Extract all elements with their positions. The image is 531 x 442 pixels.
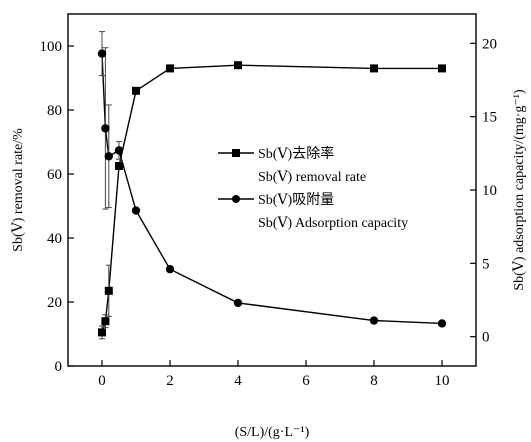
- data-point-adsorption-capacity: [131, 206, 141, 215]
- y-left-tick-label: 60: [47, 167, 62, 183]
- data-point-removal-rate: [104, 286, 113, 295]
- data-point-removal-rate: [98, 328, 106, 337]
- series-layer: [97, 31, 447, 340]
- y-axis-label-right: Sb(Ⅴ) adsorption capacity/(mg·g⁻¹): [512, 89, 527, 291]
- y-left-tick-label: 80: [47, 103, 62, 119]
- x-tick-label: 8: [370, 373, 378, 389]
- x-axis-label: (S/L)/(g·L⁻¹): [235, 425, 310, 440]
- legend-label-removal-cn: Sb(Ⅴ)去除率: [258, 145, 334, 162]
- legend-label-capacity-en: Sb(Ⅴ) Adsorption capacity: [258, 216, 408, 231]
- y-right-tick-label: 10: [482, 183, 497, 199]
- x-tick-label: 4: [234, 373, 242, 389]
- x-tick-label: 0: [98, 373, 106, 389]
- x-tick-label: 10: [435, 373, 450, 389]
- data-point-removal-rate: [101, 317, 110, 326]
- data-point-adsorption-capacity: [101, 124, 110, 133]
- x-tick-label: 2: [166, 373, 174, 389]
- plot-frame: [67, 13, 477, 367]
- y-right-tick-label: 0: [482, 330, 490, 346]
- y-right-tick-label: 20: [482, 36, 497, 52]
- data-point-removal-rate: [234, 61, 242, 70]
- data-point-adsorption-capacity: [104, 152, 114, 161]
- legend-label-removal-en: Sb(Ⅴ) removal rate: [258, 170, 366, 185]
- data-point-removal-rate: [132, 86, 140, 95]
- y-right-tick-label: 15: [482, 110, 497, 126]
- data-point-removal-rate: [438, 64, 446, 73]
- data-point-adsorption-capacity: [114, 146, 124, 155]
- y-axis-label-left: Sb(Ⅴ) removal rate/%: [11, 128, 26, 252]
- y-left-tick-label: 20: [47, 295, 62, 311]
- legend-circle-marker: [232, 195, 240, 203]
- data-point-adsorption-capacity: [165, 265, 175, 274]
- y-left-tick-label: 40: [47, 231, 62, 247]
- data-point-removal-rate: [166, 64, 174, 73]
- y-left-tick-label: 0: [55, 359, 63, 375]
- series-line-adsorption-capacity: [101, 53, 443, 325]
- data-point-removal-rate: [115, 162, 123, 170]
- data-point-adsorption-capacity: [97, 49, 107, 58]
- legend: Sb(Ⅴ)去除率 Sb(Ⅴ) removal rate Sb(Ⅴ)吸附量 Sb(…: [218, 145, 408, 231]
- x-tick-label: 6: [302, 373, 310, 389]
- y-right-tick-label: 5: [482, 256, 490, 272]
- data-point-adsorption-capacity: [233, 298, 243, 308]
- data-point-removal-rate: [370, 64, 378, 73]
- legend-square-marker: [232, 149, 240, 157]
- y-left-tick-label: 100: [40, 39, 63, 55]
- legend-label-capacity-cn: Sb(Ⅴ)吸附量: [258, 192, 334, 208]
- data-point-adsorption-capacity: [369, 316, 379, 325]
- data-point-adsorption-capacity: [437, 319, 447, 328]
